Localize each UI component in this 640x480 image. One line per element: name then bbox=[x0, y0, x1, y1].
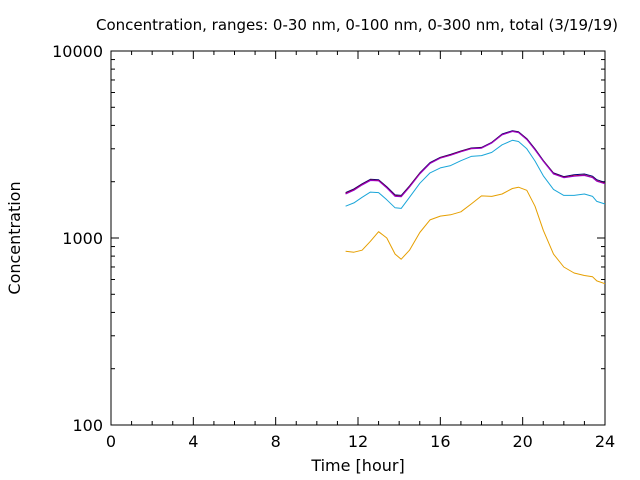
x-tick-label: 0 bbox=[106, 432, 116, 451]
y-tick-label: 10000 bbox=[52, 42, 103, 61]
series-line-5 bbox=[345, 186, 606, 285]
x-tick-label: 20 bbox=[512, 432, 532, 451]
x-tick-label: 12 bbox=[348, 432, 368, 451]
y-axis-tick-labels: 100 1000 10000 bbox=[52, 42, 103, 435]
x-tick-label: 16 bbox=[430, 432, 450, 451]
x-axis-label: Time [hour] bbox=[310, 456, 404, 475]
x-tick-label: 24 bbox=[595, 432, 615, 451]
series-line-3 bbox=[345, 131, 606, 198]
plot-frame bbox=[110, 50, 606, 426]
axis-ticks bbox=[110, 50, 606, 426]
y-tick-label: 1000 bbox=[62, 229, 103, 248]
data-series bbox=[345, 130, 606, 285]
chart-title: Concentration, ranges: 0-30 nm, 0-100 nm… bbox=[96, 16, 618, 34]
y-tick-label: 100 bbox=[72, 416, 103, 435]
x-tick-label: 8 bbox=[271, 432, 281, 451]
y-axis-label: Concentration bbox=[5, 181, 24, 294]
series-line-1 bbox=[345, 130, 606, 196]
x-axis-tick-labels: 0 4 8 12 16 20 24 bbox=[106, 432, 615, 451]
x-tick-label: 4 bbox=[188, 432, 198, 451]
series-line-4 bbox=[345, 139, 606, 209]
